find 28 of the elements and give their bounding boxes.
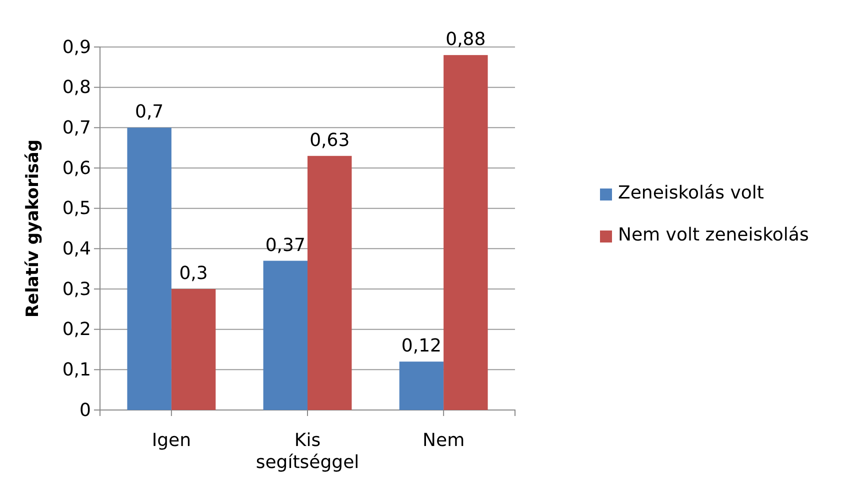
bar [127,128,172,410]
x-tick-label: Nem [422,430,465,451]
legend-label: Nem volt zeneiskolás [618,224,809,246]
data-label: 0,3 [179,263,208,284]
data-label: 0,63 [310,130,350,151]
y-tick-label: 0,4 [62,238,91,260]
y-tick-label: 0 [80,400,91,421]
y-tick-label: 0,7 [62,117,91,138]
data-label: 0,12 [401,336,442,357]
data-label: 0,7 [135,102,164,123]
x-tick-label: Kis segítséggel [256,430,360,473]
bar [263,260,308,410]
y-tick-label: 0,6 [62,158,91,179]
x-tick-label: Igen [152,430,192,451]
bar [308,156,352,410]
y-tick-label: 0,8 [62,77,91,98]
y-tick-label: 0,1 [62,359,91,380]
data-label: 0,88 [446,29,486,50]
bar [171,289,216,410]
data-label: 0,37 [265,234,306,256]
y-tick-label: 0,2 [62,319,91,340]
bar [399,362,444,410]
y-tick-label: 0,9 [62,36,91,58]
y-tick-label: 0,3 [62,278,91,300]
bar [444,55,488,410]
y-axis-title: Relatív gyakoriság [23,139,43,318]
legend-label: Zeneiskolás volt [618,182,764,204]
y-tick-label: 0,5 [62,198,91,220]
